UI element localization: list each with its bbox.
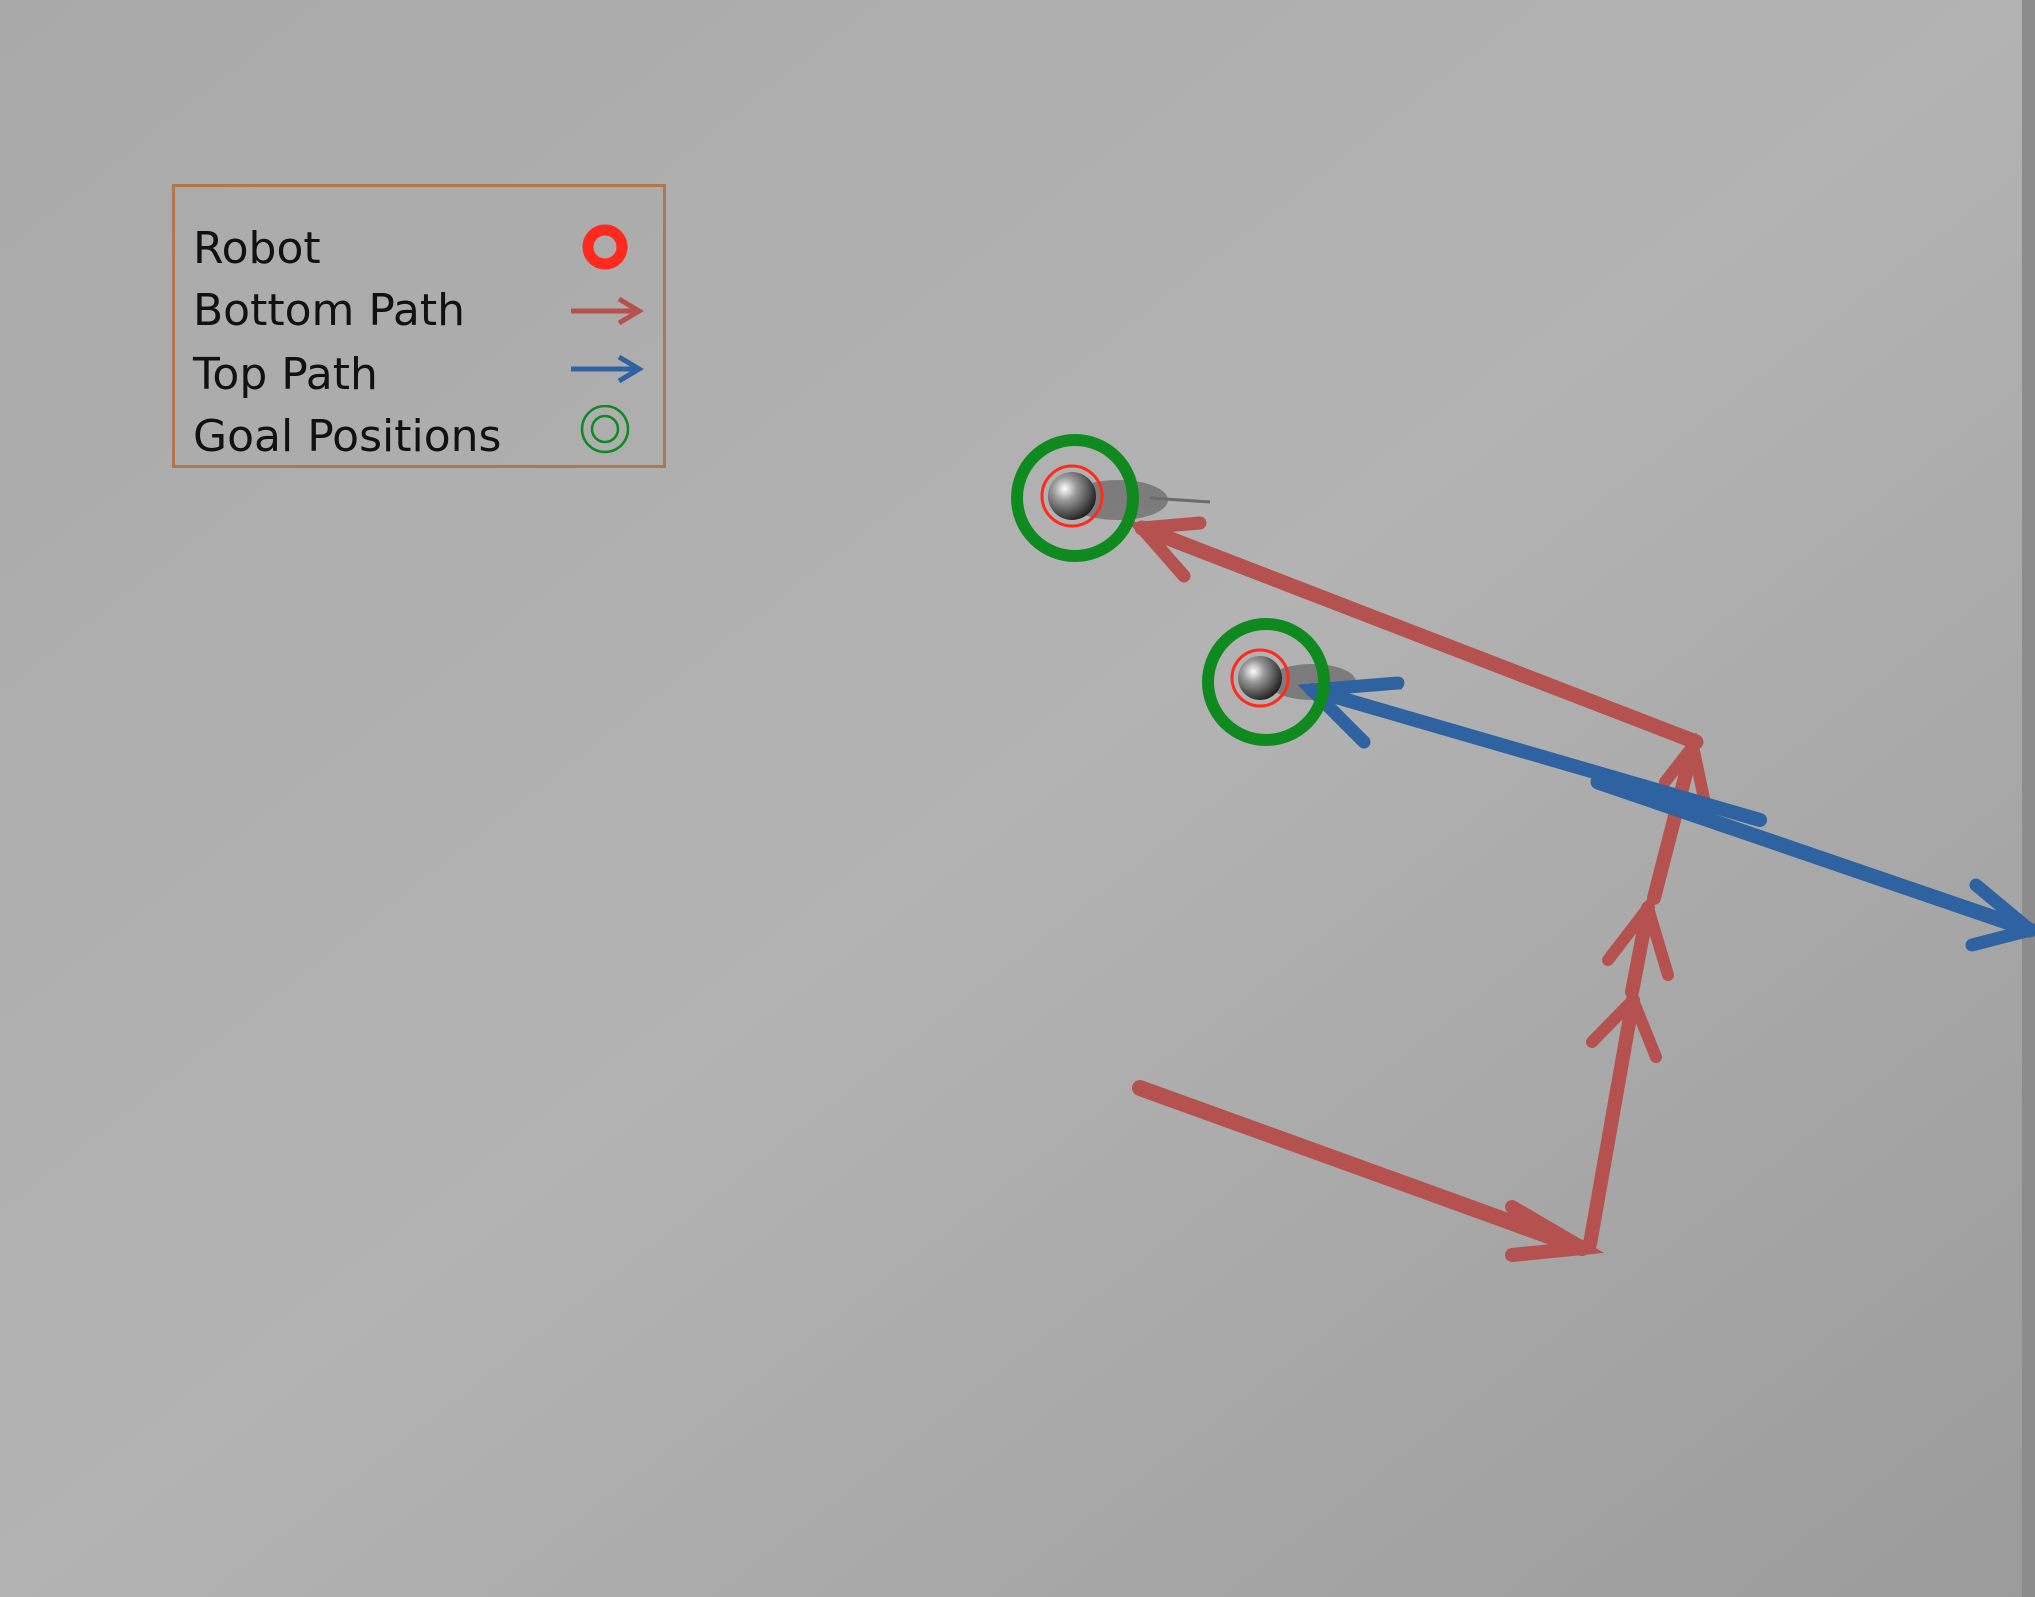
bottom-path-segment-2 [1583, 993, 1640, 1251]
robot-2-marker [1230, 648, 1290, 708]
robot-2-body [1238, 656, 1282, 700]
legend-item-robot: Robot [193, 217, 645, 277]
bottom-path-arrowhead-1 [1505, 1200, 1605, 1262]
bottom-path-segment-3 [1625, 901, 1655, 999]
bottom-path [1128, 516, 1712, 1262]
legend-label-goal-positions: Goal Positions [193, 411, 502, 462]
top-path-arrow-icon [571, 354, 644, 384]
legend-label-bottom-path: Bottom Path [193, 285, 466, 336]
legend-label-robot: Robot [193, 223, 321, 274]
goal-position-icon [580, 405, 630, 454]
bottom-path-segment-1 [1132, 1080, 1590, 1256]
bottom-path-arrow-icon [571, 296, 644, 326]
bottom-path-segment-4 [1647, 739, 1700, 905]
robot-1-marker [1040, 464, 1104, 528]
arena-right-edge [2022, 0, 2035, 1597]
legend-item-goal-positions: Goal Positions [193, 405, 645, 465]
top-path-segment-1 [1590, 774, 2035, 938]
top-path-segment-2 [1305, 683, 1767, 827]
legend: Robot Bottom Path Top Path Goal Position… [172, 184, 666, 468]
bottom-path-arrowhead-5 [1128, 516, 1207, 583]
goal-position-1 [1011, 434, 1139, 562]
legend-label-top-path: Top Path [193, 349, 378, 400]
robot-1 [1011, 434, 1139, 562]
legend-item-top-path: Top Path [193, 343, 645, 403]
robot-1-body [1048, 472, 1096, 520]
top-path [1297, 676, 2035, 952]
robot-icon [582, 224, 628, 270]
bottom-path-arrowhead-3 [1602, 895, 1674, 981]
bottom-path-arrowhead-2 [1586, 989, 1662, 1063]
legend-item-bottom-path: Bottom Path [193, 279, 645, 339]
bottom-path-segment-5 [1134, 520, 1704, 750]
robot-2 [1202, 618, 1330, 746]
top-path-arrowhead-2 [1297, 676, 1405, 749]
goal-position-2 [1202, 618, 1330, 746]
top-path-arrowhead-1 [1965, 878, 2035, 952]
